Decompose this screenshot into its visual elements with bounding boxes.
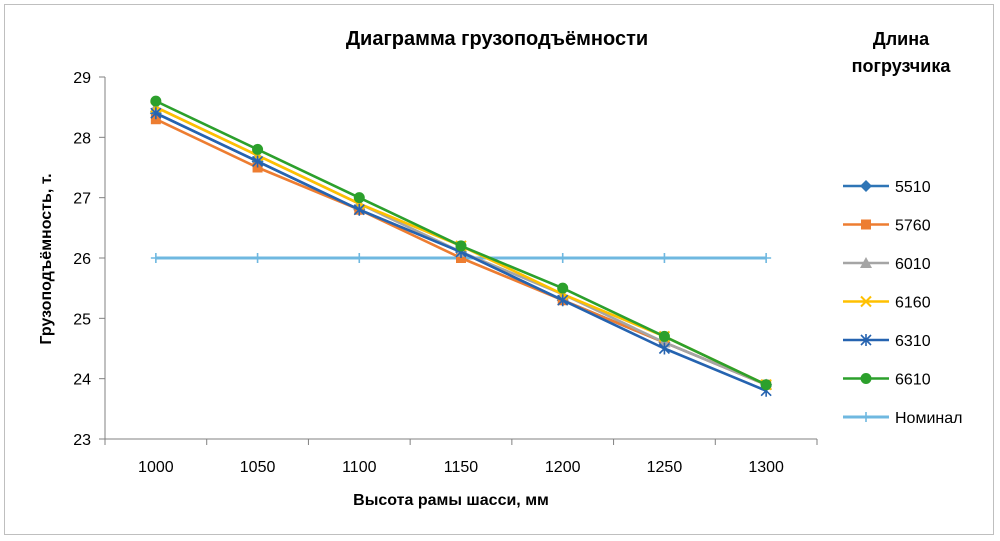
- data-point: [353, 192, 365, 204]
- x-tick-label: 1050: [240, 459, 276, 476]
- legend-entry: 6010: [843, 256, 931, 273]
- legend-entry: 5760: [843, 218, 931, 235]
- data-point: [456, 253, 466, 263]
- legend-swatch-marker: [860, 180, 872, 192]
- data-point: [354, 253, 365, 263]
- legend-label: 6010: [895, 256, 931, 273]
- data-point: [557, 294, 569, 307]
- chart-title: Диаграмма грузоподъёмности: [346, 28, 648, 50]
- data-point: [252, 162, 263, 173]
- y-tick-label: 24: [73, 372, 91, 389]
- data-point: [659, 253, 670, 263]
- y-tick-label: 25: [73, 311, 91, 328]
- data-point: [658, 342, 670, 355]
- legend-label: 5510: [895, 179, 931, 196]
- x-tick-label: 1100: [342, 459, 377, 476]
- legend-entry: 6160: [843, 295, 931, 312]
- legend-swatch-marker: [860, 373, 872, 384]
- legend-label: Номинал: [895, 410, 962, 427]
- legend-swatch-marker: [861, 412, 871, 422]
- y-tick-label: 29: [73, 70, 91, 87]
- legend-label: 6160: [895, 295, 931, 312]
- plot-area: 23 24 25 26 27 28 29 1000 1050 1100 1150 1200 1250 13…: [73, 70, 818, 476]
- legend-entry: 6310: [843, 333, 931, 350]
- legend: Длина погрузчика 5510 5760 6010 6160 6310 661…: [843, 29, 962, 427]
- legend-swatch-marker: [861, 219, 871, 230]
- series-6310: [150, 107, 772, 397]
- data-point: [150, 107, 162, 120]
- data-point: [557, 282, 569, 294]
- line-chart: Диаграмма грузоподъёмности 2324252627282…: [38, 28, 962, 509]
- series-6610: [150, 95, 772, 391]
- chart-frame: Диаграмма грузоподъёмности 23 24 25 26 27 28 2…: [4, 4, 994, 535]
- x-tick-label: 1200: [545, 459, 581, 476]
- data-point: [150, 114, 161, 125]
- data-point: [658, 330, 670, 342]
- data-point: [761, 253, 772, 263]
- legend-label: 6610: [895, 372, 931, 389]
- x-axis-title: Высота рамы шасси, мм: [353, 492, 549, 509]
- y-tick-label: 28: [73, 130, 91, 147]
- legend-label: 6310: [895, 333, 931, 350]
- legend-title-line1: Длина: [873, 29, 930, 49]
- y-tick-label: 27: [73, 191, 91, 208]
- x-tick-label: 1300: [748, 459, 784, 476]
- legend-title-line2: погрузчика: [852, 56, 952, 76]
- y-axis-title: Грузоподъёмность, т.: [38, 173, 55, 344]
- legend-items: 5510 5760 6010 6160 6310 6610 Номинал: [843, 179, 962, 427]
- data-point: [252, 143, 264, 155]
- legend-swatch-marker: [860, 334, 872, 346]
- x-tick-label: 1150: [444, 459, 479, 476]
- data-point: [557, 253, 568, 263]
- legend-entry: Номинал: [843, 410, 962, 427]
- y-tick-label: 26: [73, 251, 91, 268]
- data-point: [252, 155, 264, 168]
- x-tick-label: 1250: [647, 459, 683, 476]
- data-point: [252, 253, 263, 263]
- x-tick-label: 1000: [138, 459, 174, 476]
- legend-entry: 6610: [843, 372, 931, 389]
- legend-label: 5760: [895, 218, 931, 235]
- y-tick-label: 23: [73, 432, 91, 449]
- data-point: [455, 240, 467, 252]
- legend-swatch-marker: [860, 257, 872, 268]
- data-point: [353, 203, 365, 216]
- legend-entry: 5510: [843, 179, 931, 196]
- legend-swatch-marker: [860, 295, 872, 308]
- data-point: [150, 95, 162, 107]
- data-point: [150, 253, 161, 263]
- data-point: [760, 379, 772, 391]
